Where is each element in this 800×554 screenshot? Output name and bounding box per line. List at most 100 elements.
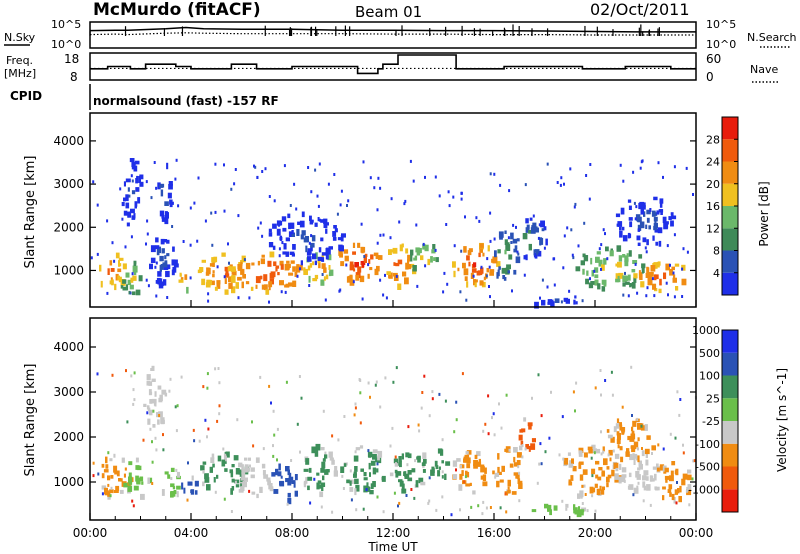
heatmap-cell	[155, 186, 158, 190]
heatmap-cell	[212, 261, 215, 267]
heatmap-cell	[261, 254, 265, 258]
heatmap-cell	[637, 423, 642, 430]
heatmap-cell	[405, 494, 408, 497]
heatmap-cell	[496, 272, 499, 279]
heatmap-cell	[394, 469, 398, 474]
heatmap-cell	[606, 429, 610, 433]
heatmap-cell	[158, 281, 164, 286]
heatmap-cell	[126, 222, 130, 227]
heatmap-cell	[218, 381, 221, 385]
noise-left-tick-top: 10^5	[51, 18, 81, 31]
heatmap-cell	[634, 443, 637, 450]
heatmap-cell	[581, 484, 584, 488]
heatmap-cell	[687, 469, 692, 474]
heatmap-cell	[307, 265, 311, 271]
heatmap-cell	[537, 250, 542, 257]
heatmap-cell	[151, 460, 154, 464]
heatmap-cell	[339, 245, 344, 252]
heatmap-cell	[230, 471, 234, 478]
heatmap-cell	[659, 278, 662, 286]
heatmap-cell	[276, 458, 278, 462]
heatmap-cell	[507, 489, 511, 494]
heatmap-cell	[688, 503, 691, 507]
velocity-colorbar-label: -500	[695, 461, 720, 474]
heatmap-cell	[202, 461, 207, 465]
heatmap-cell	[546, 285, 549, 289]
heatmap-cell	[194, 480, 199, 487]
heatmap-cell	[291, 232, 295, 237]
heatmap-cell	[619, 226, 622, 231]
heatmap-cell	[317, 480, 322, 484]
heatmap-cell	[401, 483, 405, 490]
heatmap-cell	[320, 505, 323, 509]
heatmap-cell	[692, 193, 694, 196]
heatmap-cell	[407, 470, 412, 475]
heatmap-cell	[128, 194, 131, 198]
heatmap-cell	[340, 466, 345, 473]
heatmap-cell	[441, 438, 444, 442]
heatmap-cell	[646, 209, 651, 215]
heatmap-cell	[480, 267, 484, 274]
heatmap-cell	[632, 260, 638, 264]
heatmap-cell	[146, 411, 149, 415]
heatmap-cell	[651, 478, 655, 482]
heatmap-cell	[181, 482, 184, 490]
heatmap-cell	[353, 471, 357, 476]
heatmap-cell	[264, 284, 268, 291]
heatmap-cell	[394, 455, 397, 459]
heatmap-cell	[210, 211, 213, 215]
heatmap-cell	[414, 459, 417, 463]
heatmap-cell	[155, 245, 160, 250]
heatmap-cell	[316, 194, 319, 198]
heatmap-cell	[603, 458, 608, 466]
heatmap-cell	[138, 176, 141, 183]
heatmap-cell	[407, 259, 410, 266]
heatmap-cell	[145, 278, 148, 282]
power-colorbar-swatch	[722, 161, 738, 184]
heatmap-cell	[615, 423, 620, 429]
heatmap-cell	[638, 254, 643, 259]
heatmap-cell	[645, 272, 651, 278]
heatmap-cell	[168, 389, 171, 393]
heatmap-cell	[547, 506, 550, 512]
velocity-colorbar-swatch	[722, 489, 738, 512]
heatmap-cell	[643, 211, 646, 217]
heatmap-cell	[671, 215, 677, 220]
heatmap-cell	[482, 252, 485, 257]
heatmap-cell	[431, 397, 434, 401]
heatmap-cell	[659, 464, 665, 471]
heatmap-cell	[224, 278, 227, 284]
heatmap-cell	[154, 436, 157, 440]
heatmap-cell	[682, 247, 685, 251]
heatmap-cell	[625, 451, 630, 457]
heatmap-cell	[125, 369, 127, 373]
heatmap-cell	[619, 463, 622, 470]
heatmap-cell	[472, 274, 475, 278]
heatmap-cell	[569, 167, 572, 171]
heatmap-cell	[213, 477, 216, 483]
heatmap-cell	[512, 238, 518, 244]
heatmap-cell	[127, 485, 133, 492]
heatmap-cell	[427, 501, 430, 505]
heatmap-cell	[538, 462, 541, 466]
heatmap-cell	[260, 258, 265, 265]
heatmap-cell	[359, 379, 362, 382]
heatmap-cell	[575, 266, 581, 272]
heatmap-cell	[642, 237, 647, 243]
heatmap-cell	[571, 458, 574, 464]
heatmap-cell	[286, 260, 290, 264]
heatmap-cell	[294, 490, 298, 497]
heatmap-cell	[616, 438, 621, 444]
heatmap-cell	[178, 279, 184, 283]
heatmap-cell	[374, 383, 377, 387]
heatmap-cell	[638, 270, 641, 276]
heatmap-cell	[435, 465, 439, 470]
heatmap-cell	[250, 474, 255, 479]
heatmap-cell	[360, 468, 364, 472]
y-tick-label: 3000	[53, 385, 84, 399]
heatmap-cell	[368, 259, 371, 264]
heatmap-cell	[214, 210, 217, 214]
heatmap-cell	[459, 508, 461, 512]
heatmap-cell	[507, 236, 510, 240]
